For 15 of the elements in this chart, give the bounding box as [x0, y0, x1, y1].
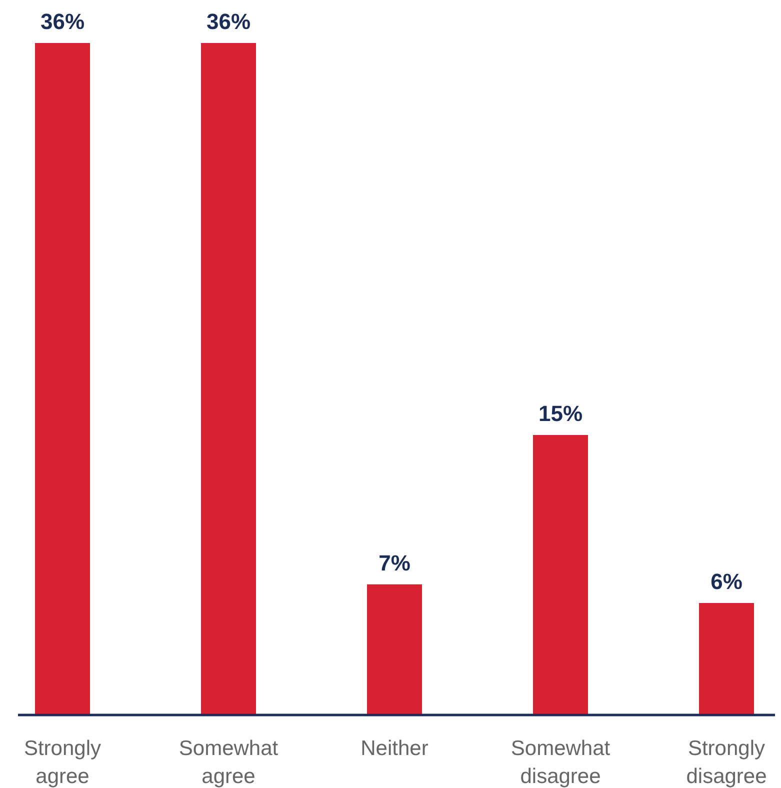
data-label: 36% [40, 9, 85, 34]
x-tick-label: Somewhat disagree [510, 737, 610, 788]
bar [201, 43, 256, 715]
data-label: 36% [206, 9, 251, 34]
bar [533, 435, 588, 715]
data-label: 15% [538, 401, 583, 426]
x-tick-label: Strongly agree [24, 737, 102, 788]
x-tick-label: Somewhat agree [178, 737, 278, 788]
bar [367, 584, 422, 715]
bar [699, 603, 754, 715]
bar [35, 43, 90, 715]
data-label: 7% [378, 550, 410, 576]
x-tick-label: Strongly disagree [686, 737, 767, 788]
data-label: 6% [710, 569, 742, 594]
x-tick-label: Neither [360, 737, 428, 760]
